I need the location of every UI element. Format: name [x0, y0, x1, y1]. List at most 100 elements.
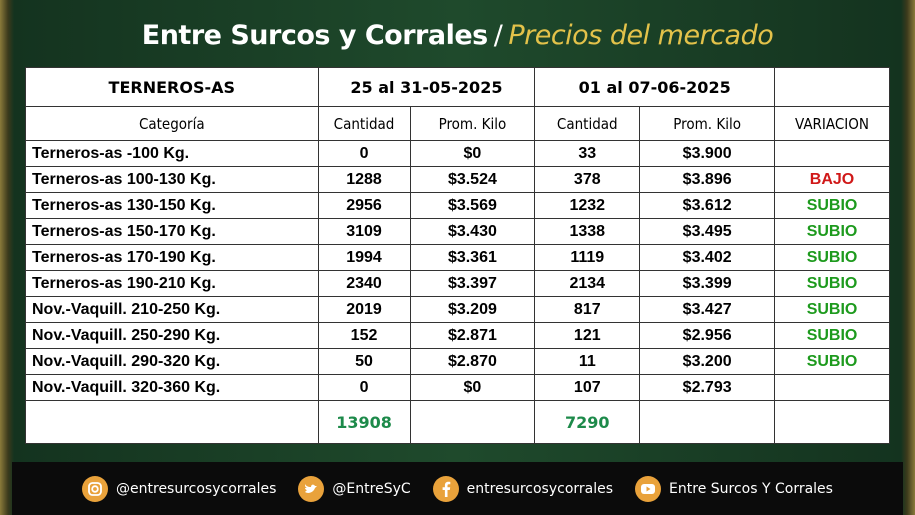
data-cell: $3.399: [639, 270, 776, 297]
data-cell: 3109: [317, 218, 411, 245]
variation-cell: SUBIO: [774, 322, 890, 349]
data-cell: 11: [534, 348, 641, 375]
group-header: 25 al 31-05-2025: [317, 67, 536, 107]
youtube-icon: [635, 475, 662, 502]
data-cell: Terneros-as 100-130 Kg.: [25, 166, 319, 193]
data-row: Terneros-as -100 Kg. 0 $0 33 $3.900: [25, 140, 890, 167]
data-cell: 378: [534, 166, 641, 193]
data-cell: Terneros-as -100 Kg.: [25, 140, 319, 167]
data-row: Nov.-Vaquill. 290-320 Kg. 50 $2.870 11 $3.20…: [25, 348, 890, 375]
data-cell: Nov.-Vaquill. 250-290 Kg.: [25, 322, 319, 349]
data-cell: 1232: [534, 192, 641, 219]
data-cell: $3.402: [639, 244, 776, 271]
data-cell: $2.871: [409, 322, 536, 349]
data-row: Nov.-Vaquill. 320-360 Kg. 0 $0 107 $2.793: [25, 374, 890, 401]
twitter-handle: @EntreSyC: [332, 480, 411, 497]
data-cell: $3.524: [409, 166, 536, 193]
variation-cell: [774, 140, 890, 167]
totals-row: 13908 7290: [25, 400, 890, 444]
column-header: Prom. Kilo: [639, 106, 776, 141]
data-cell: $2.793: [639, 374, 776, 401]
data-cell: 2134: [534, 270, 641, 297]
data-cell: $3.896: [639, 166, 776, 193]
data-cell: $0: [409, 140, 536, 167]
data-cell: 121: [534, 322, 641, 349]
empty-cell: [774, 400, 890, 444]
column-header: Cantidad: [534, 106, 641, 141]
data-cell: $2.956: [639, 322, 776, 349]
variation-cell: SUBIO: [774, 296, 890, 323]
data-cell: 0: [317, 140, 411, 167]
data-cell: 2019: [317, 296, 411, 323]
variation-cell: SUBIO: [774, 348, 890, 375]
data-cell: $3.569: [409, 192, 536, 219]
data-cell: $3.361: [409, 244, 536, 271]
data-cell: 152: [317, 322, 411, 349]
variation-cell: SUBIO: [774, 244, 890, 271]
total-cell: 7290: [534, 400, 641, 444]
data-row: Terneros-as 170-190 Kg. 1994 $3.361 1119 $3.…: [25, 244, 890, 271]
variation-cell: BAJO: [774, 166, 890, 193]
youtube-link[interactable]: Entre Surcos Y Corrales: [635, 475, 833, 502]
facebook-icon: [432, 475, 459, 502]
data-cell: $3.209: [409, 296, 536, 323]
data-cell: $3.612: [639, 192, 776, 219]
group-header-row: TERNEROS-AS 25 al 31-05-2025 01 al 07-06-2…: [25, 67, 890, 107]
separator: /: [493, 20, 503, 51]
youtube-channel: Entre Surcos Y Corrales: [669, 480, 833, 497]
group-header: 01 al 07-06-2025: [534, 67, 776, 107]
variation-cell: SUBIO: [774, 192, 890, 219]
variation-cell: SUBIO: [774, 218, 890, 245]
empty-cell: [25, 400, 319, 444]
data-cell: $3.427: [639, 296, 776, 323]
data-cell: Terneros-as 170-190 Kg.: [25, 244, 319, 271]
data-row: Terneros-as 130-150 Kg. 2956 $3.569 1232 $3.…: [25, 192, 890, 219]
data-cell: 1994: [317, 244, 411, 271]
empty-cell: [409, 400, 536, 444]
data-cell: $3.900: [639, 140, 776, 167]
column-header: Prom. Kilo: [409, 106, 536, 141]
data-cell: $0: [409, 374, 536, 401]
facebook-handle: entresurcosycorrales: [466, 480, 614, 497]
column-header: VARIACION: [774, 106, 890, 141]
column-header: Categoría: [25, 106, 319, 141]
data-row: Nov.-Vaquill. 210-250 Kg. 2019 $3.209 817 $3…: [25, 296, 890, 323]
data-cell: $3.200: [639, 348, 776, 375]
data-row: Nov.-Vaquill. 250-290 Kg. 152 $2.871 121 $2.…: [25, 322, 890, 349]
instagram-icon: [82, 475, 109, 502]
data-cell: 1338: [534, 218, 641, 245]
data-cell: Terneros-as 190-210 Kg.: [25, 270, 319, 297]
twitter-icon: [298, 475, 325, 502]
data-row: Terneros-as 150-170 Kg. 3109 $3.430 1338 $3.…: [25, 218, 890, 245]
data-cell: 2956: [317, 192, 411, 219]
variation-cell: [774, 374, 890, 401]
data-cell: Nov.-Vaquill. 320-360 Kg.: [25, 374, 319, 401]
data-cell: Nov.-Vaquill. 210-250 Kg.: [25, 296, 319, 323]
empty-cell: [639, 400, 776, 444]
title: Entre Surcos y Corrales: [141, 20, 488, 51]
footer: @entresurcosycorrales @EntreSyC entresur…: [12, 462, 903, 515]
facebook-link[interactable]: entresurcosycorrales: [432, 475, 614, 502]
data-row: Terneros-as 190-210 Kg. 2340 $3.397 2134 $3.…: [25, 270, 890, 297]
instagram-handle: @entresurcosycorrales: [116, 480, 277, 497]
data-cell: $2.870: [409, 348, 536, 375]
price-table: TERNEROS-AS 25 al 31-05-2025 01 al 07-06-2…: [25, 67, 890, 444]
data-cell: 2340: [317, 270, 411, 297]
data-cell: 107: [534, 374, 641, 401]
data-cell: Terneros-as 130-150 Kg.: [25, 192, 319, 219]
title-bar: Entre Surcos y Corrales / Precios del merc…: [0, 20, 915, 51]
data-row: Terneros-as 100-130 Kg. 1288 $3.524 378 $3.8…: [25, 166, 890, 193]
data-cell: 817: [534, 296, 641, 323]
instagram-link[interactable]: @entresurcosycorrales: [82, 475, 277, 502]
column-header-row: Categoría Cantidad Prom. Kilo Cantidad Prom.…: [25, 106, 890, 141]
empty-cell: [774, 67, 890, 107]
data-cell: 1119: [534, 244, 641, 271]
data-cell: $3.495: [639, 218, 776, 245]
twitter-link[interactable]: @EntreSyC: [298, 475, 411, 502]
group-header: TERNEROS-AS: [25, 67, 319, 107]
data-cell: 50: [317, 348, 411, 375]
data-cell: 1288: [317, 166, 411, 193]
total-cell: 13908: [317, 400, 411, 444]
data-cell: $3.430: [409, 218, 536, 245]
